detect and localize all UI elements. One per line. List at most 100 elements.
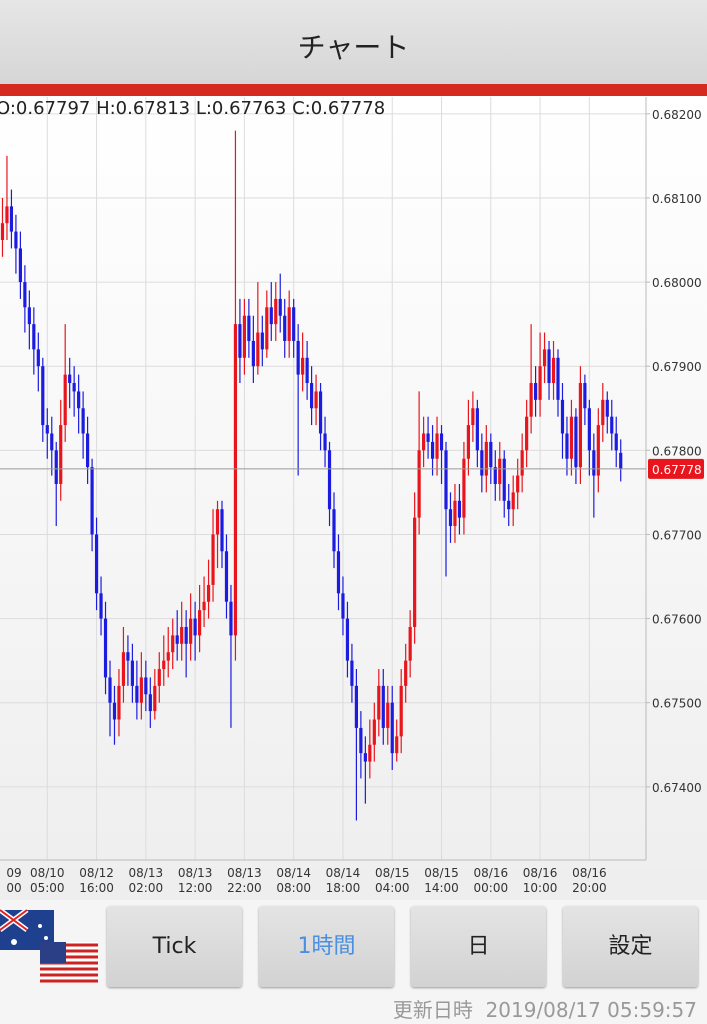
candle-body [578,383,582,468]
candle-body [256,332,260,367]
candle-body [359,727,363,754]
candle-body [193,618,197,636]
candle-body [619,452,623,469]
candle-body [422,433,426,451]
candle-body [404,660,408,686]
x-tick-label: 08/16 20:00 [572,866,607,895]
y-tick-label: 0.67700 [652,528,702,542]
candle-body [502,458,506,501]
candle-body [547,349,551,384]
candle-body [14,231,18,249]
last-price-label: 0.67778 [652,463,702,477]
aud-flag-cross-red [0,909,28,931]
candle-body [377,685,381,720]
candle-body [583,383,587,409]
candle-body [538,366,542,400]
candle-body [292,307,296,341]
candle-body [520,450,524,476]
candle-body [180,626,184,644]
x-tick-label: 09 00 [6,866,22,895]
candle-body [489,441,493,468]
chart: O:0.67797 H:0.67813 L:0.67763 C:0.67778 … [0,97,704,861]
x-tick-label: 08/16 00:00 [473,866,509,895]
candle-body [448,509,453,527]
candle-body [368,744,372,762]
candle-body [556,357,560,400]
candle-body [560,399,565,434]
candle-body [251,340,255,367]
candle-body [516,475,520,493]
candle-body [50,433,54,451]
candle-body [327,450,332,510]
y-tick-label: 0.68200 [652,108,702,122]
candle-body [9,206,14,232]
candle-body [0,223,5,241]
candle-body [86,433,90,468]
candle-body [529,383,533,417]
candle-body [430,441,435,459]
ohlc-readout: O:0.67797 H:0.67813 L:0.67763 C:0.67778 [0,98,385,119]
candle-body [5,206,9,224]
candle-body [211,534,215,585]
candle-body [238,324,242,358]
candle-body [372,719,376,745]
candle-body [601,399,605,426]
candle-body [426,433,430,442]
candle-body [565,433,569,459]
candle-body [103,618,108,678]
candle-body [206,584,211,602]
candle-body [305,357,309,384]
candle-body [36,349,40,367]
hour-button[interactable]: 1時間 [259,906,394,987]
candle-body [166,652,170,661]
x-tick-label: 08/15 14:00 [424,866,459,895]
tick-button[interactable]: Tick [107,906,242,987]
y-tick-label: 0.67900 [652,360,702,374]
candle-body [507,500,511,510]
candle-body [162,660,166,670]
candle-body [386,702,390,728]
x-tick-label: 08/13 12:00 [177,866,213,895]
candle-body [54,450,58,484]
candle-body [41,366,45,426]
candle-body [381,685,385,728]
candle-body [215,509,220,535]
aud-star [11,939,17,945]
candle-body [153,685,157,712]
page-title: チャート [297,31,410,64]
settings-button[interactable]: 設定 [563,906,698,987]
candle-body [323,433,327,451]
candle-body [301,357,305,375]
candle-body [336,551,341,594]
candle-body [112,702,117,720]
candle-body [283,315,287,341]
candle-body [318,391,323,434]
x-tick-label: 08/14 08:00 [276,866,311,895]
candle-body [139,677,143,703]
x-tick-label: 08/10 05:00 [29,866,65,895]
x-tick-label: 08/14 18:00 [325,866,361,895]
day-button[interactable]: 日 [411,906,546,987]
y-tick-label: 0.68100 [652,192,702,206]
candle-body [435,433,439,459]
candle-body [224,551,229,602]
candle-body [121,652,126,686]
candle-body [157,669,161,686]
candle-body [242,315,246,358]
candle-body [269,307,273,325]
candle-body [81,408,85,434]
candle-body [130,660,134,686]
candle-body [23,282,27,308]
candle-body [605,399,609,417]
candle-body [274,298,278,325]
candle-body [189,618,193,644]
candle-body [614,433,618,451]
x-tick-label: 08/15 04:00 [374,866,410,895]
last-price-badge [648,458,704,479]
candle-body [390,702,394,754]
candle-body [63,374,67,426]
candle-body [202,601,206,611]
y-tick-label: 0.68000 [652,276,702,290]
candle-body [72,383,76,392]
candle-body [596,425,600,476]
